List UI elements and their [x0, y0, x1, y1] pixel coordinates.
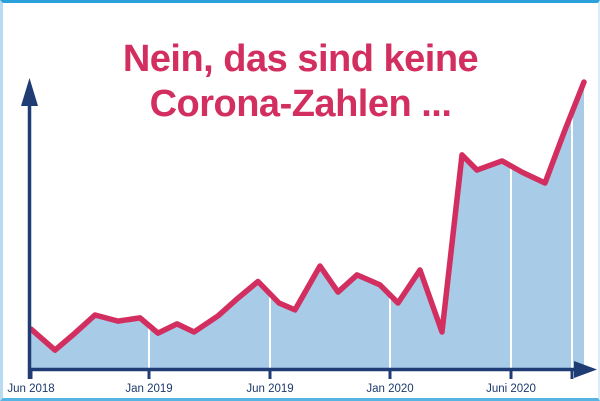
series-line-group — [28, 79, 587, 353]
x-axis-arrow-icon — [574, 361, 597, 378]
axes-group — [21, 78, 597, 379]
x-tick-label: Jan 2020 — [366, 383, 413, 395]
x-tick-label: Jun 2018 — [7, 383, 54, 395]
x-tick-label: Jan 2019 — [125, 383, 172, 395]
x-tick-label: Jun 2019 — [246, 383, 293, 395]
area-fill-group — [31, 82, 584, 369]
x-tick-label: Juni 2020 — [486, 383, 536, 395]
tick-labels-group: Jun 2018 Jan 2019 Jun 2019 Jan 2020 Juni 202… — [7, 383, 536, 395]
y-axis-arrow-icon — [21, 78, 38, 106]
gridlines-group — [148, 92, 573, 368]
series-line — [28, 79, 587, 353]
area-fill — [31, 82, 584, 369]
